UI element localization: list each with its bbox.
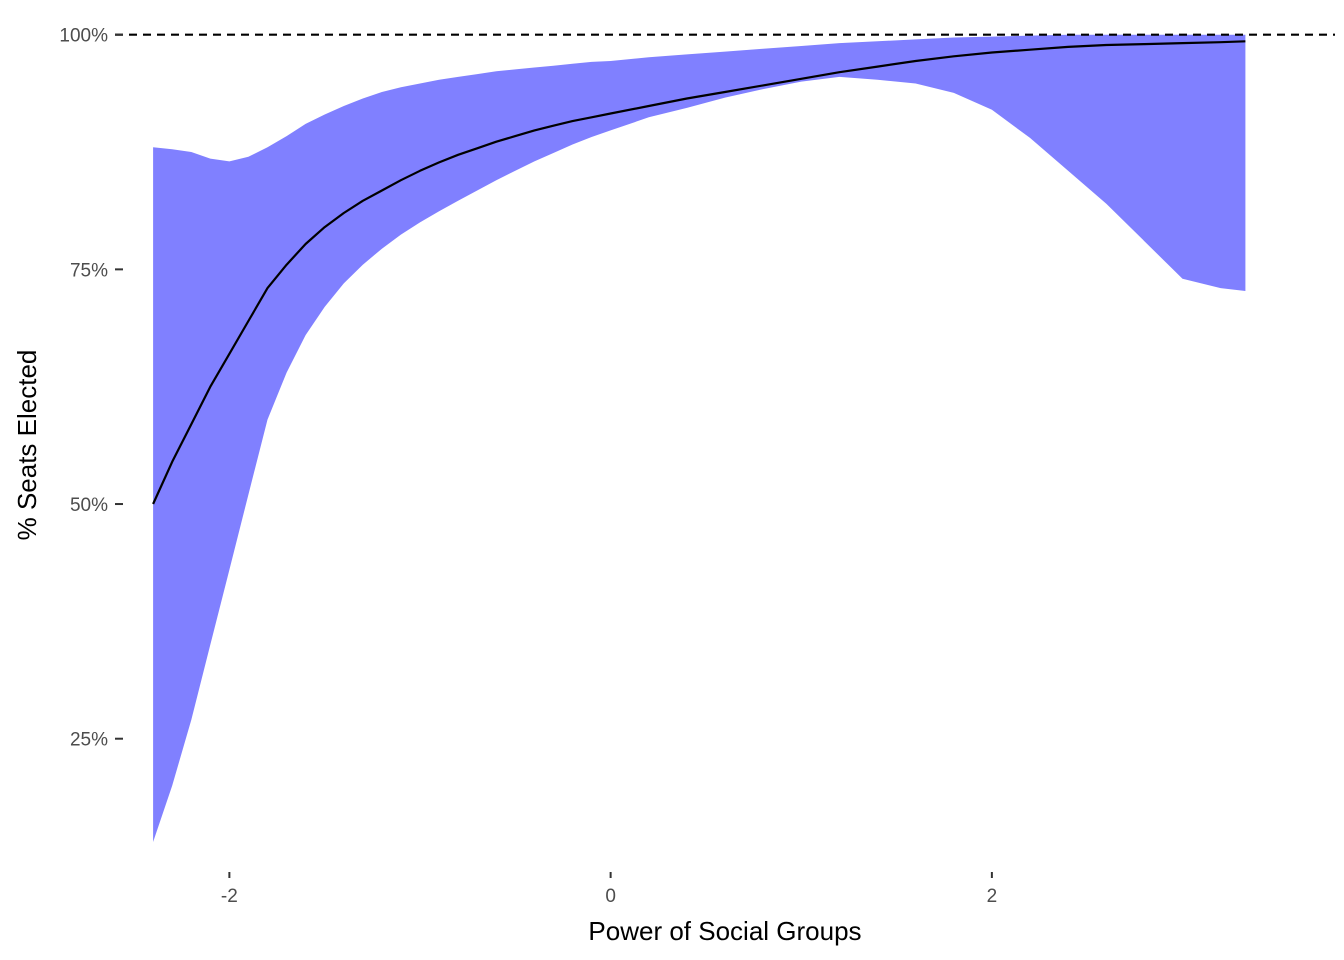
y-tick-label: 25%	[70, 730, 108, 751]
x-axis-title: Power of Social Groups	[588, 916, 861, 946]
confidence-band	[153, 34, 1246, 842]
x-tick-label: 0	[605, 886, 616, 907]
axes: 25% 50% 75% 100% -2 0 2	[59, 26, 997, 907]
plot-area	[115, 33, 1335, 842]
x-tick-label: -2	[221, 886, 238, 907]
y-axis-title: % Seats Elected	[12, 350, 42, 541]
y-tick-label: 75%	[70, 260, 108, 281]
mean-line	[152, 40, 1246, 505]
y-tick-label: 100%	[59, 26, 108, 47]
y-tick-label: 50%	[70, 495, 108, 516]
x-tick-label: 2	[987, 886, 998, 907]
